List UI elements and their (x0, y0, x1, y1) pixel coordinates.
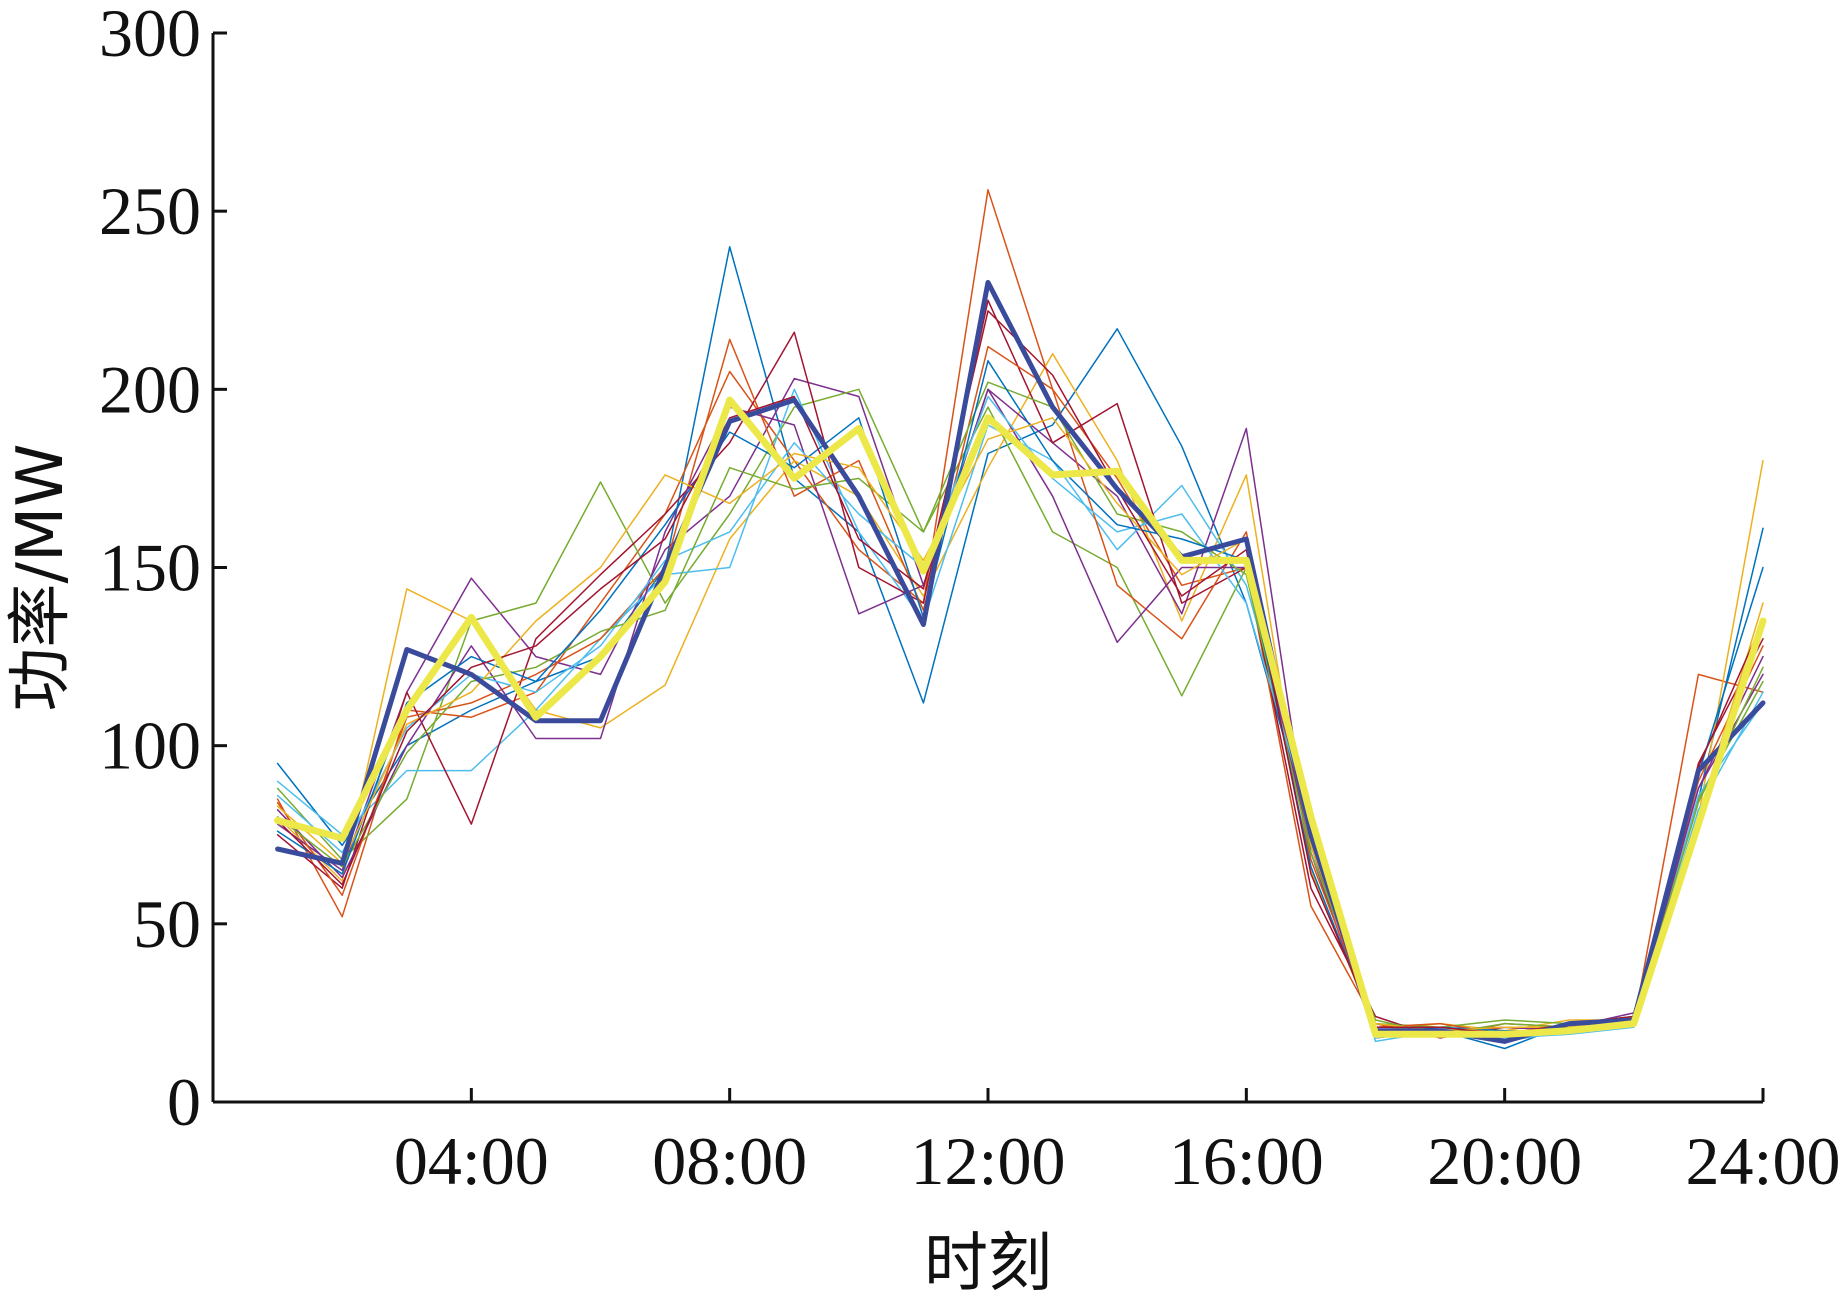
series-line-6 (276, 388, 1764, 1043)
series-layer (274, 189, 1767, 1050)
y-tick-label: 150 (99, 530, 201, 606)
x-tick-label: 16:00 (1169, 1123, 1324, 1199)
series-line-13 (276, 417, 1764, 1032)
x-axis-title: 时刻 (924, 1227, 1052, 1299)
y-tick-label: 100 (99, 708, 201, 784)
series-line-14 (276, 310, 1764, 1036)
x-tick-label: 08:00 (652, 1123, 807, 1199)
y-tick-label: 300 (99, 0, 201, 71)
x-tick-label: 20:00 (1427, 1123, 1582, 1199)
x-tick-label: 04:00 (394, 1123, 549, 1199)
y-tick-label: 200 (99, 351, 201, 427)
series-line-10 (276, 395, 1764, 1043)
series-line-16 (274, 396, 1767, 1038)
x-tick-label: 24:00 (1686, 1123, 1841, 1199)
series-line-9 (276, 388, 1764, 1036)
series-line-4 (276, 377, 1764, 1039)
series-line-15 (275, 279, 1766, 1044)
series-line-11 (276, 381, 1764, 1036)
series-line-5 (276, 388, 1764, 1028)
series-line-1 (276, 246, 1764, 1050)
y-tick-label: 50 (133, 886, 201, 962)
y-axis-title: 功率/MW (4, 443, 78, 711)
y-tick-label: 250 (99, 173, 201, 249)
tick-layer: 0 50 100 150 200 250 300 04:00 08:00 12:00 16:00 20… (99, 0, 1840, 1199)
y-tick-label: 0 (167, 1064, 201, 1140)
x-tick-label: 12:00 (911, 1123, 1066, 1199)
